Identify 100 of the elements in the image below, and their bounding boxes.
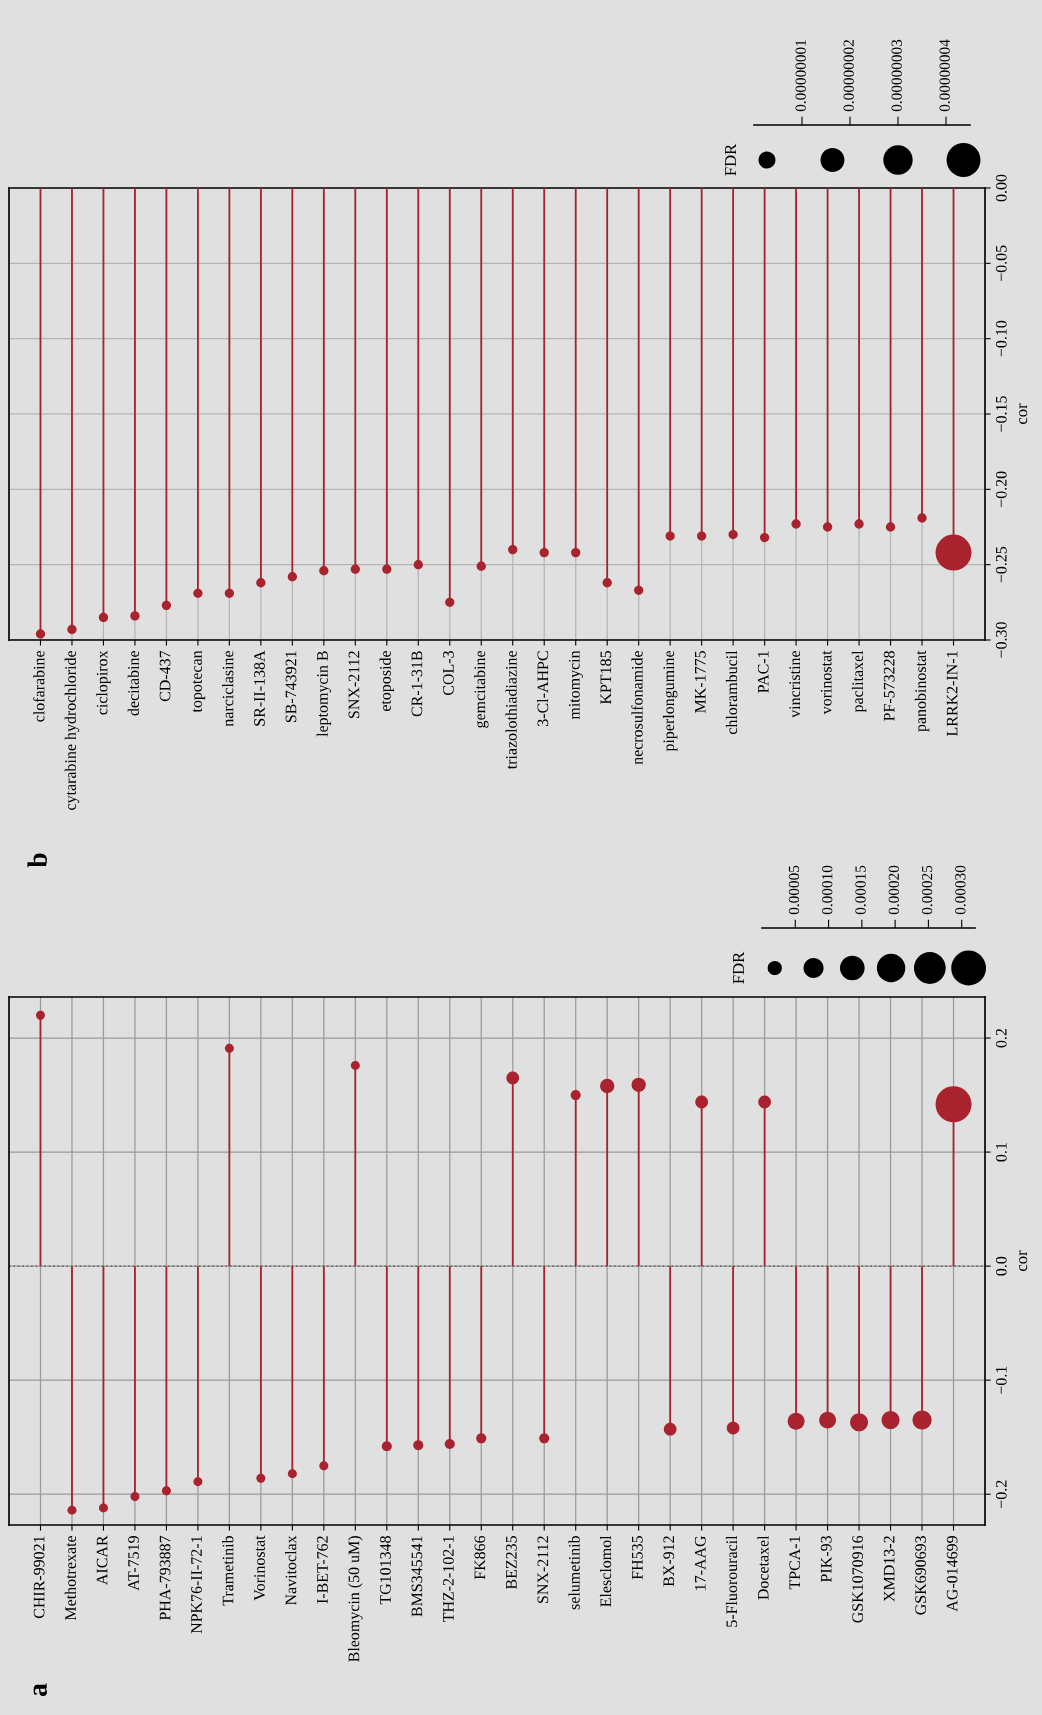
point: [791, 519, 801, 529]
x-tick-label: XMD13-2: [883, 1536, 895, 1602]
point: [161, 1486, 171, 1496]
legend-label: 0.00000002: [843, 40, 854, 112]
point: [67, 624, 77, 635]
point: [382, 564, 392, 574]
y-tick-label: −0.2: [995, 1480, 1007, 1508]
point: [224, 588, 235, 598]
point: [35, 1010, 45, 1020]
x-tick-label: triazolothiadiazine: [505, 650, 517, 770]
x-tick-label: CR-1-31B: [411, 651, 423, 717]
x-tick-label: BMS345541: [411, 1536, 423, 1617]
legend-label: 0.00020: [888, 865, 900, 915]
x-tick-label: CHIR-99021: [33, 1536, 45, 1619]
point: [256, 1473, 266, 1483]
y-tick-label: −0.30: [995, 622, 1007, 658]
point: [539, 1433, 550, 1444]
x-tick-label: AG-014699: [946, 1536, 958, 1612]
x-tick-label: chlorambucil: [725, 650, 738, 735]
x-tick-label: AICAR: [96, 1535, 108, 1585]
y-axis-title: cor: [1019, 403, 1028, 425]
x-tick-label: COL-3: [443, 651, 454, 696]
x-tick-label: narciclasine: [222, 650, 234, 727]
legend-label: 0.00030: [955, 865, 966, 915]
text: b: [27, 853, 47, 868]
point: [381, 1441, 392, 1452]
x-tick-label: decitabine: [127, 650, 139, 716]
point: [445, 597, 455, 607]
x-tick-label: vorinostat: [820, 650, 832, 715]
x-tick-label: 5-Fluorouracil: [725, 1535, 738, 1627]
point: [193, 1477, 203, 1487]
x-tick-label: piperlongumine: [662, 650, 678, 752]
x-tick-label: GSK690693: [915, 1536, 927, 1615]
legend-label: 0.00010: [822, 865, 833, 915]
x-tick-label: SR-II-138A: [254, 650, 265, 726]
x-tick-label: BX-912: [663, 1536, 675, 1587]
point: [508, 544, 518, 555]
legend-label: 0.00005: [788, 865, 800, 915]
y-tick-label: −0.1: [995, 1366, 1007, 1394]
y-tick-label: −0.10: [995, 320, 1007, 357]
point: [570, 1090, 581, 1101]
x-tick-label: LRRK2-IN-1: [946, 651, 958, 737]
point: [758, 1095, 771, 1109]
point: [885, 522, 896, 532]
y-tick-label: 0.2: [995, 1028, 1007, 1048]
point: [350, 1060, 360, 1070]
point: [319, 566, 329, 576]
point: [697, 531, 707, 541]
x-tick-label: I-BET-762: [317, 1536, 328, 1604]
legend-title: FDR: [725, 143, 737, 176]
x-tick-label: BEZ235: [506, 1536, 517, 1590]
y-tick-label: 0.1: [995, 1143, 1007, 1162]
legend-label: 0.00015: [855, 865, 866, 915]
x-tick-label: MK-1775: [694, 651, 706, 713]
x-tick-label: FK866: [474, 1535, 486, 1580]
y-tick-label: −0.25: [995, 546, 1007, 583]
y-tick-label: −0.15: [995, 396, 1007, 432]
x-tick-label: Docetaxel: [757, 1535, 769, 1600]
x-tick-label: Bleomycin (50 uM): [348, 1536, 363, 1662]
text: a: [33, 1683, 47, 1697]
legend-label: 0.00000001: [795, 40, 806, 112]
x-tick-label: ciclopirox: [96, 650, 111, 715]
point: [413, 560, 423, 570]
x-tick-label: mitomycin: [568, 650, 583, 720]
x-tick-label: panobinostat: [914, 650, 930, 732]
x-tick-label: NPK76-II-72-1: [191, 1536, 202, 1634]
point: [130, 611, 140, 621]
point: [476, 1433, 487, 1444]
x-tick-label: TG101348: [380, 1536, 391, 1605]
point: [444, 1439, 455, 1450]
point: [161, 600, 172, 610]
legend-label: 0.00000004: [939, 39, 950, 112]
point: [224, 1043, 234, 1053]
x-tick-label: leptomycin B: [316, 651, 332, 737]
y-tick-label: 0.00: [995, 174, 1007, 202]
point: [634, 585, 644, 595]
x-tick-label: KPT185: [600, 651, 612, 705]
point: [917, 513, 927, 523]
point: [98, 1503, 108, 1513]
x-tick-label: TPCA-1: [789, 1536, 801, 1590]
x-tick-label: necrosulfonamide: [631, 650, 643, 765]
point: [759, 532, 770, 543]
x-tick-label: SB-743921: [285, 651, 297, 723]
x-tick-label: FH535: [631, 1536, 643, 1580]
x-tick-label: cytarabine hydrochloride: [64, 650, 80, 810]
x-tick-label: THZ-2-102-1: [442, 1536, 454, 1623]
x-tick-label: SNX-2112: [537, 1536, 549, 1603]
x-tick-label: paclitaxel: [851, 650, 867, 713]
x-tick-label: topotecan: [192, 650, 206, 713]
x-tick-label: Trametinib: [222, 1536, 234, 1606]
point: [287, 1469, 297, 1479]
point: [98, 612, 109, 623]
point: [350, 564, 360, 574]
point: [602, 578, 612, 588]
point: [728, 529, 738, 540]
x-tick-label: clofarabine: [33, 650, 45, 722]
point: [854, 519, 864, 529]
x-tick-label: CD-437: [159, 650, 171, 702]
y-axis-title: cor: [1019, 1250, 1028, 1272]
point: [67, 1505, 77, 1515]
